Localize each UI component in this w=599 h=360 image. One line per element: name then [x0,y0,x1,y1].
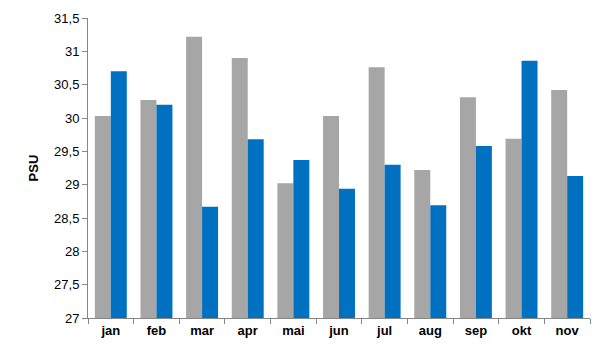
svg-text:29,5: 29,5 [54,144,79,159]
svg-text:28: 28 [65,244,79,259]
svg-text:31,5: 31,5 [54,11,79,26]
svg-text:mar: mar [190,323,214,338]
svg-text:29: 29 [65,177,79,192]
svg-text:feb: feb [147,323,167,338]
svg-text:28,5: 28,5 [54,211,79,226]
svg-text:31: 31 [65,44,79,59]
svg-text:apr: apr [238,323,258,338]
svg-text:PSU: PSU [26,155,41,182]
svg-text:jan: jan [100,323,120,338]
svg-text:jul: jul [376,323,392,338]
svg-text:30: 30 [65,111,79,126]
svg-text:aug: aug [419,323,442,338]
svg-text:mai: mai [282,323,304,338]
svg-text:jun: jun [328,323,349,338]
svg-text:sep: sep [465,323,487,338]
svg-text:30,5: 30,5 [54,77,79,92]
svg-text:27,5: 27,5 [54,277,79,292]
svg-text:nov: nov [556,323,580,338]
svg-text:okt: okt [512,323,532,338]
svg-text:27: 27 [65,311,79,326]
